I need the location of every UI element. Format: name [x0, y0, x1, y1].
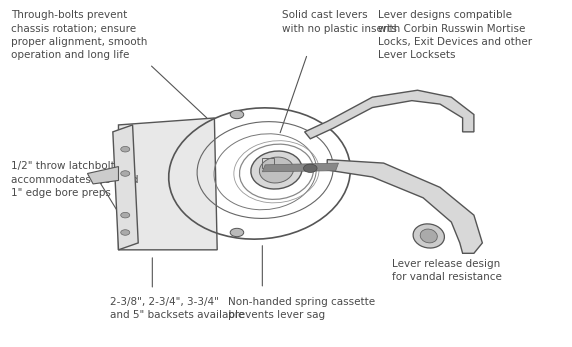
Text: Lever release design
for vandal resistance: Lever release design for vandal resistan… — [392, 259, 502, 282]
Circle shape — [121, 230, 130, 235]
Polygon shape — [88, 167, 118, 184]
Text: Non-handed spring cassette
prevents lever sag: Non-handed spring cassette prevents leve… — [228, 297, 376, 320]
Circle shape — [121, 212, 130, 218]
Ellipse shape — [420, 229, 438, 243]
Circle shape — [121, 146, 130, 152]
Text: 2-3/8", 2-3/4", 3-3/4"
and 5" backsets available: 2-3/8", 2-3/4", 3-3/4" and 5" backsets a… — [110, 297, 244, 320]
PathPatch shape — [327, 160, 482, 253]
Ellipse shape — [413, 224, 444, 248]
Text: Through-bolts prevent
chassis rotation; ensure
proper alignment, smooth
operatio: Through-bolts prevent chassis rotation; … — [11, 10, 148, 60]
Circle shape — [230, 228, 244, 237]
Circle shape — [230, 110, 244, 119]
Text: 1/2" throw latchbolt
accommodates 7/8" and
1" edge bore preps: 1/2" throw latchbolt accommodates 7/8" a… — [11, 161, 139, 198]
Ellipse shape — [251, 151, 302, 189]
Circle shape — [304, 164, 317, 172]
Polygon shape — [263, 163, 339, 172]
Circle shape — [121, 171, 130, 176]
Text: Lever designs compatible
with Corbin Russwin Mortise
Locks, Exit Devices and oth: Lever designs compatible with Corbin Rus… — [378, 10, 532, 60]
Text: Solid cast levers
with no plastic inserts: Solid cast levers with no plastic insert… — [282, 10, 397, 34]
Ellipse shape — [259, 157, 293, 183]
Polygon shape — [118, 118, 217, 250]
Polygon shape — [113, 125, 138, 250]
PathPatch shape — [305, 90, 474, 139]
